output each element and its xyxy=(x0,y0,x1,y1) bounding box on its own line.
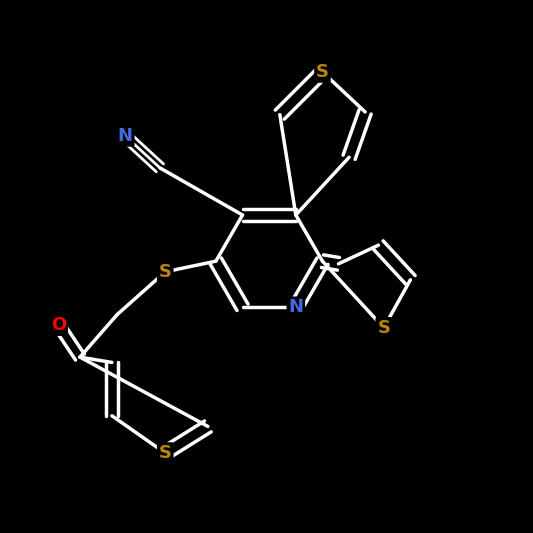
Text: S: S xyxy=(159,444,172,462)
Text: O: O xyxy=(51,316,66,334)
Text: N: N xyxy=(118,127,133,145)
Text: N: N xyxy=(288,298,303,316)
Text: S: S xyxy=(159,263,172,281)
Text: S: S xyxy=(377,319,390,337)
Text: S: S xyxy=(316,63,329,81)
